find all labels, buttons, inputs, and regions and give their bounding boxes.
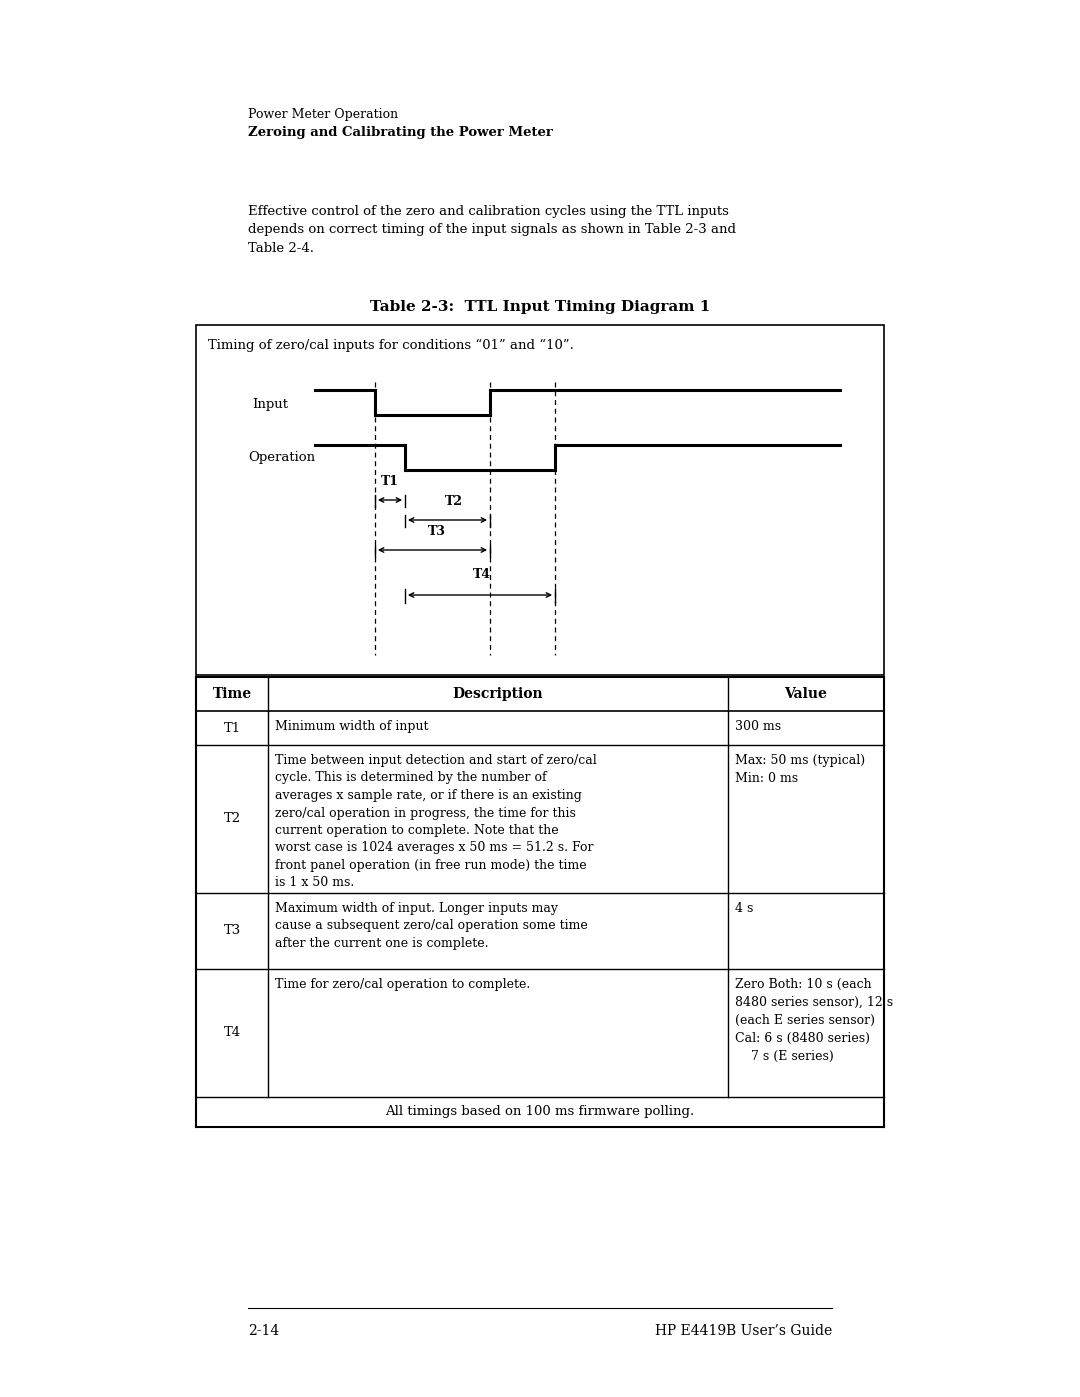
Text: Value: Value [784,687,827,701]
Text: Table 2-3:  TTL Input Timing Diagram 1: Table 2-3: TTL Input Timing Diagram 1 [369,300,711,314]
Text: All timings based on 100 ms firmware polling.: All timings based on 100 ms firmware pol… [386,1105,694,1119]
Text: Input: Input [252,398,288,411]
Text: T3: T3 [224,925,241,937]
Text: Time for zero/cal operation to complete.: Time for zero/cal operation to complete. [275,978,530,990]
Text: Description: Description [453,687,543,701]
Text: Effective control of the zero and calibration cycles using the TTL inputs
depend: Effective control of the zero and calibr… [248,205,735,256]
Text: Operation: Operation [248,451,315,464]
Text: Maximum width of input. Longer inputs may
cause a subsequent zero/cal operation : Maximum width of input. Longer inputs ma… [275,902,588,950]
Text: Max: 50 ms (typical)
Min: 0 ms: Max: 50 ms (typical) Min: 0 ms [735,754,865,785]
Text: T4: T4 [224,1027,241,1039]
Text: 2-14: 2-14 [248,1324,280,1338]
Text: T2: T2 [224,813,241,826]
Text: T4: T4 [473,569,491,581]
Text: T1: T1 [224,721,241,735]
Text: Time between input detection and start of zero/cal
cycle. This is determined by : Time between input detection and start o… [275,754,597,890]
Text: Timing of zero/cal inputs for conditions “01” and “10”.: Timing of zero/cal inputs for conditions… [208,339,573,352]
Text: Power Meter Operation: Power Meter Operation [248,108,399,122]
Text: 300 ms: 300 ms [735,719,781,733]
Text: T2: T2 [445,495,462,509]
Text: T1: T1 [381,475,399,488]
Bar [195,326,885,675]
Text: Time: Time [213,687,252,701]
Text: Zero Both: 10 s (each
8480 series sensor), 12 s
(each E series sensor)
Cal: 6 s : Zero Both: 10 s (each 8480 series sensor… [735,978,893,1063]
Text: Zeroing and Calibrating the Power Meter: Zeroing and Calibrating the Power Meter [248,126,553,138]
Text: T3: T3 [428,525,445,538]
Text: 4 s: 4 s [735,902,754,915]
Text: HP E4419B User’s Guide: HP E4419B User’s Guide [654,1324,832,1338]
Text: Minimum width of input: Minimum width of input [275,719,429,733]
